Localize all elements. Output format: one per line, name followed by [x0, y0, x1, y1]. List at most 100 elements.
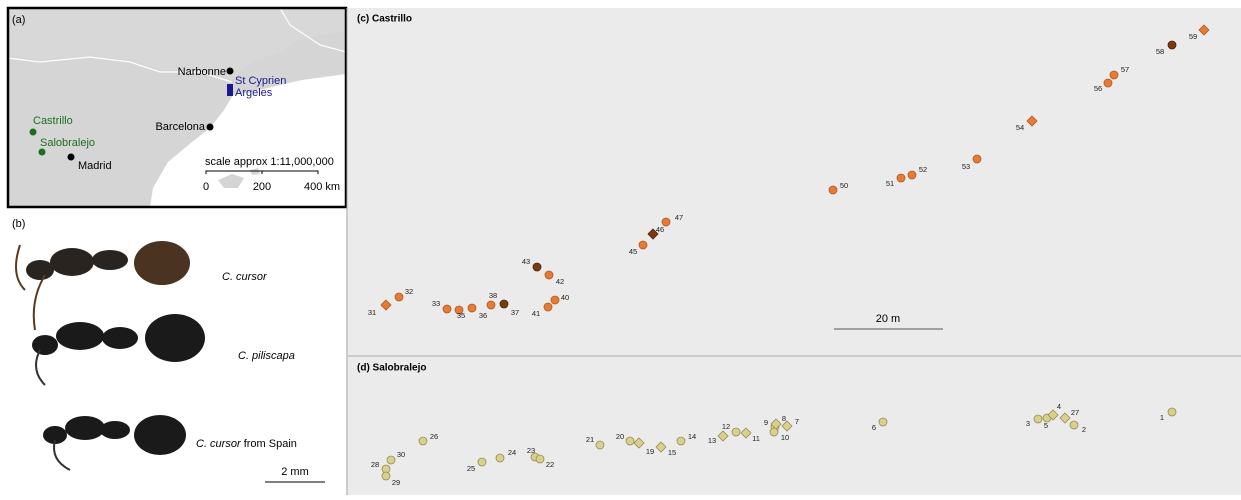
nest-label: 2 [1082, 425, 1086, 434]
nest-marker [633, 437, 645, 449]
nest-marker [740, 427, 752, 439]
scale-label: 2 mm [281, 466, 309, 478]
nest-label: 46 [656, 225, 664, 234]
nest-marker [1167, 407, 1177, 417]
nest-marker [1198, 24, 1210, 36]
nest-label: 10 [781, 433, 789, 442]
nest-marker [442, 304, 452, 314]
panel-d [348, 357, 1241, 495]
nest-label: 11 [752, 434, 760, 443]
nest-label: 14 [688, 432, 696, 441]
scale-clip: scale approx 1:11,000,000 [205, 156, 334, 168]
nest-label: 9 [764, 418, 768, 427]
nest-marker [1026, 115, 1038, 127]
nest-marker [550, 295, 560, 305]
nest-marker [896, 173, 906, 183]
nest-label: 37 [511, 308, 519, 317]
nest-label: 31 [368, 308, 376, 317]
nest-marker [878, 417, 888, 427]
nest-label: 1 [1160, 413, 1164, 422]
ant-photo [32, 314, 205, 386]
scale-label: 200 [253, 181, 271, 193]
frame [6, 6, 348, 209]
nest-label: 8 [782, 414, 786, 423]
nest-marker [828, 185, 838, 195]
place: St Cyprien [235, 75, 286, 87]
scale-title: scale approx 1:11,000,000 [205, 156, 334, 168]
nest-label: 3 [1026, 419, 1030, 428]
nest-marker [1033, 414, 1043, 424]
nest-marker [647, 228, 659, 240]
nest-label: 7 [795, 417, 799, 426]
nest-label: 43 [522, 257, 530, 266]
nest-marker [717, 430, 729, 442]
nest-marker [381, 471, 391, 481]
scale-label: 0 [203, 181, 209, 193]
nest-marker [394, 292, 404, 302]
panel-c [348, 8, 1241, 355]
nest-label: 13 [708, 436, 716, 445]
nest-label: 6 [872, 423, 876, 432]
nest-label: 5 [1044, 421, 1048, 430]
nest-marker [1109, 70, 1119, 80]
species-suffix: from Spain [244, 438, 297, 450]
nest-marker [467, 303, 477, 313]
nest-label: 23 [527, 446, 535, 455]
nest-marker [972, 154, 982, 164]
nest-marker [532, 262, 542, 272]
nest-marker [544, 270, 554, 280]
nest-marker [655, 441, 667, 453]
border [279, 7, 347, 53]
nest-marker [1103, 78, 1113, 88]
nest-marker [625, 436, 635, 446]
nest-marker [543, 302, 553, 312]
nest-marker [1167, 40, 1177, 50]
place: Salobralejo [40, 137, 95, 149]
species: C. cursor from Spain [196, 438, 297, 450]
nest-marker [486, 300, 496, 310]
nest-marker [676, 436, 686, 446]
nest-label: 57 [1121, 65, 1129, 74]
nest-label: 41 [532, 309, 540, 318]
nest-marker [495, 453, 505, 463]
nest-marker [535, 454, 545, 464]
nest-marker [661, 217, 671, 227]
nest-marker [454, 305, 464, 315]
species: C. piliscapa [238, 350, 295, 362]
panel-title: (d) Salobralejo [357, 363, 426, 374]
species: C. cursor [222, 271, 268, 283]
panel-title: (c) Castrillo [357, 14, 412, 25]
nest-marker [907, 170, 917, 180]
nest-marker [781, 420, 793, 432]
nest-label: 38 [489, 291, 497, 300]
nest-label: 24 [508, 448, 516, 457]
ant-photo [15, 241, 190, 331]
nest-label: 51 [886, 179, 894, 188]
nest-label: 47 [675, 213, 683, 222]
nest-marker [1069, 420, 1079, 430]
nest-label: 53 [962, 162, 970, 171]
nest-label: 30 [397, 450, 405, 459]
nest-label: 20 [616, 432, 624, 441]
nest-label: 42 [556, 277, 564, 286]
nest-marker [769, 427, 779, 437]
place: Narbonne [178, 66, 226, 78]
scale-label: 20 m [876, 313, 900, 325]
nest-marker [386, 455, 396, 465]
nest-label: 56 [1094, 84, 1102, 93]
nest-label: 25 [467, 464, 475, 473]
panel-label: (b) [12, 218, 25, 230]
site [38, 148, 46, 156]
nest-label: 36 [479, 311, 487, 320]
border [7, 56, 233, 83]
nest-label: 40 [561, 293, 569, 302]
site [29, 128, 37, 136]
city [206, 123, 214, 131]
nest-label: 27 [1071, 408, 1079, 417]
nest-label: 15 [668, 448, 676, 457]
nest-label: 50 [840, 181, 848, 190]
nest-label: 32 [405, 287, 413, 296]
nest-label: 26 [430, 432, 438, 441]
nest-label: 4 [1057, 402, 1061, 411]
